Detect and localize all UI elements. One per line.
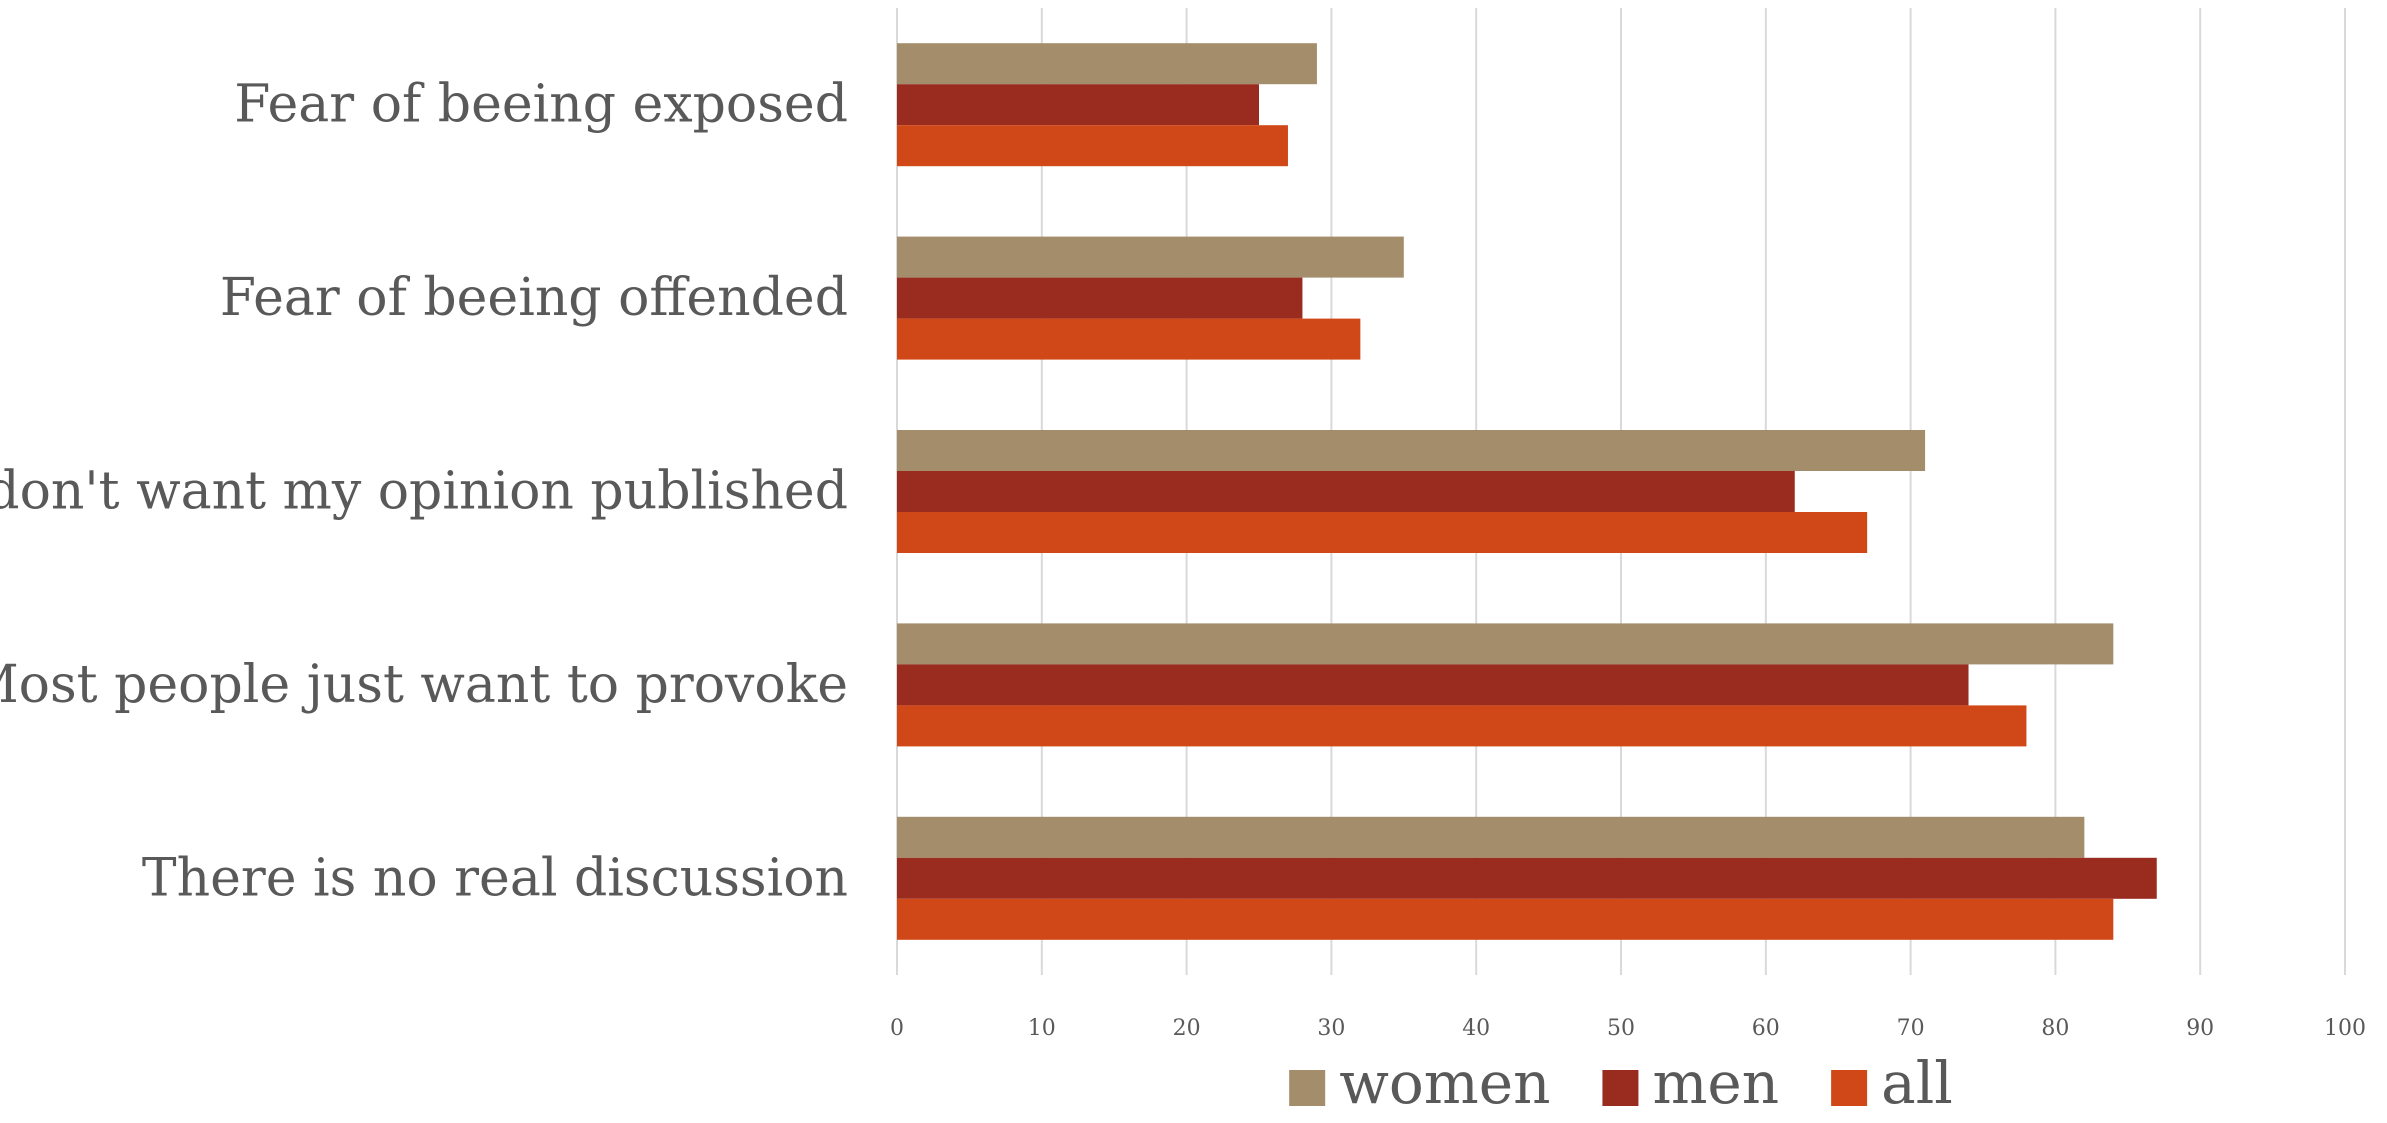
x-tick-label: 50 [1607,1016,1635,1041]
x-tick-label: 40 [1462,1016,1490,1041]
x-tick-label: 0 [890,1016,904,1041]
x-tick-label: 70 [1897,1016,1925,1041]
x-tick-label: 60 [1752,1016,1780,1041]
x-tick-label: 80 [2041,1016,2069,1041]
category-labels: Fear of beeing exposed Fear of beeing off… [0,75,848,909]
bar-women [897,236,1404,278]
bar-men [897,277,1303,319]
legend-label-men: men [1652,1049,1779,1117]
x-tick-label: 100 [2324,1016,2366,1041]
bar-women [897,43,1317,85]
bar-all [897,318,1361,360]
legend-label-women: women [1339,1049,1550,1117]
x-axis-tick-labels: 0 10 20 30 40 50 60 70 80 90 100 [890,1016,2366,1041]
bar-women [897,430,1926,471]
bar-women [897,816,2085,858]
legend-swatch-all [1831,1070,1868,1106]
bar-men [897,857,2157,899]
bar-men [897,84,1259,126]
legend-label-all: all [1881,1049,1953,1117]
bar-series [897,43,2157,940]
bar-all [897,512,1868,553]
category-label: Most people just want to provoke [0,655,848,715]
bar-women [897,623,2114,665]
category-label: There is no real discussion [142,848,848,908]
bar-all [897,898,2114,940]
category-label: Fear of beeing offended [220,268,848,328]
category-label: Fear of beeing exposed [234,75,848,135]
legend-swatch-men [1602,1070,1639,1106]
bar-all [897,705,2027,747]
bar-men [897,664,1969,706]
legend: women men all [1289,1049,1953,1117]
bar-men [897,471,1795,512]
x-tick-label: 10 [1028,1016,1056,1041]
x-tick-label: 90 [2186,1016,2214,1041]
category-label: I don't want my opinion published [0,462,848,522]
x-tick-label: 30 [1317,1016,1345,1041]
x-tick-label: 20 [1173,1016,1201,1041]
legend-swatch-women [1289,1070,1326,1106]
bar-all [897,125,1288,167]
